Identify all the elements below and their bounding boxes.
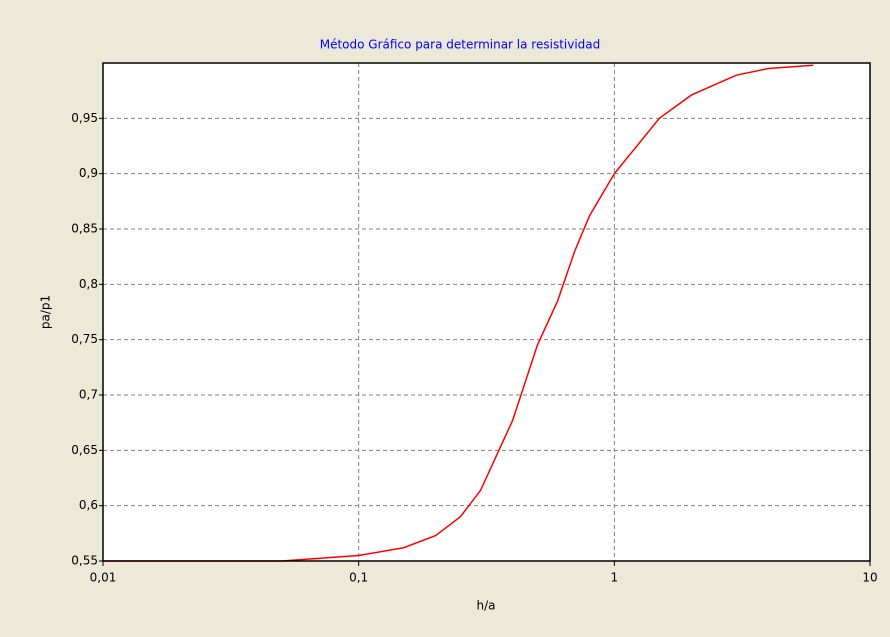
y-tick-label: 0,75 <box>71 332 98 346</box>
y-tick-label: 0,8 <box>79 277 98 291</box>
x-tick-label: 0,01 <box>90 571 117 585</box>
y-tick-label: 0,7 <box>79 388 98 402</box>
plot-border <box>102 62 871 562</box>
tick-labels: 0,55 0,6 0,65 0,7 0,75 0,8 0,85 0,9 0,95 0,01 0,1 1… <box>71 111 877 585</box>
y-tick-label: 0,65 <box>71 443 98 457</box>
y-axis-label: pa/p1 <box>39 295 53 329</box>
y-tick-label: 0,9 <box>79 166 98 180</box>
x-tick-label: 1 <box>611 571 619 585</box>
x-tick-label: 0,1 <box>349 571 368 585</box>
plot-area <box>103 63 870 561</box>
x-axis-label: h/a <box>476 599 495 613</box>
y-tick-label: 0,95 <box>71 111 98 125</box>
chart-title: Método Gráfico para determinar la resist… <box>320 38 601 52</box>
series-line <box>103 64 814 562</box>
y-tick-label: 0,85 <box>71 222 98 236</box>
x-tick-label: 10 <box>862 571 877 585</box>
y-tick-label: 0,6 <box>79 498 98 512</box>
marks <box>103 64 814 562</box>
y-tick-label: 0,55 <box>71 554 98 568</box>
